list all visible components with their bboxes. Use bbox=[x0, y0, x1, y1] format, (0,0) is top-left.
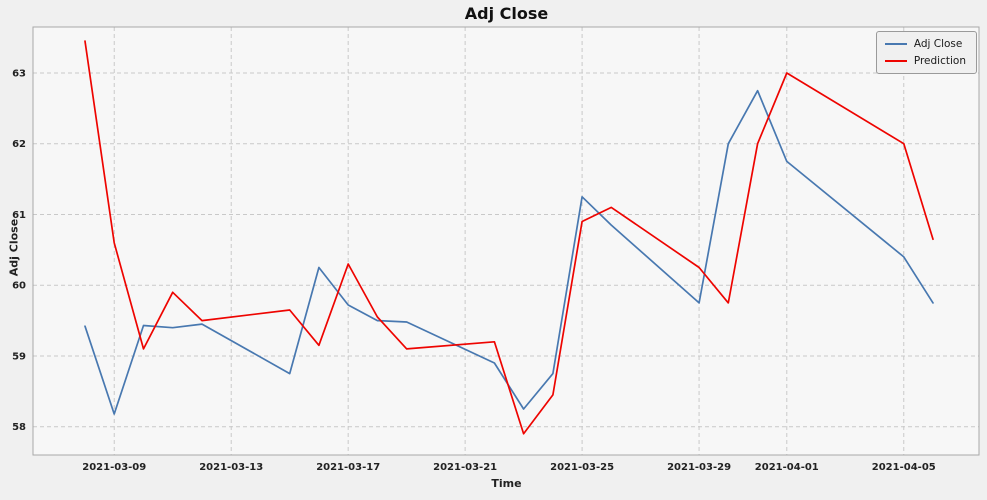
x-axis-label: Time bbox=[491, 477, 522, 490]
svg-text:63: 63 bbox=[12, 68, 26, 79]
legend: Adj Close Prediction bbox=[875, 31, 977, 74]
svg-text:2021-03-13: 2021-03-13 bbox=[199, 462, 263, 473]
svg-text:58: 58 bbox=[12, 422, 26, 433]
svg-text:2021-04-05: 2021-04-05 bbox=[872, 462, 936, 473]
svg-text:2021-03-29: 2021-03-29 bbox=[667, 462, 731, 473]
legend-label-adj-close: Adj Close bbox=[913, 38, 963, 50]
legend-item-adj-close: Adj Close bbox=[884, 38, 966, 50]
svg-text:61: 61 bbox=[12, 210, 26, 221]
legend-label-prediction: Prediction bbox=[913, 55, 966, 67]
svg-text:2021-03-21: 2021-03-21 bbox=[433, 462, 497, 473]
svg-text:2021-04-01: 2021-04-01 bbox=[755, 462, 819, 473]
svg-text:62: 62 bbox=[12, 139, 26, 150]
y-axis-label: Adj Close bbox=[7, 218, 21, 277]
adj-close-line-swatch bbox=[884, 43, 907, 45]
svg-text:2021-03-25: 2021-03-25 bbox=[550, 462, 614, 473]
svg-text:59: 59 bbox=[12, 351, 26, 362]
svg-text:60: 60 bbox=[12, 281, 26, 292]
svg-text:2021-03-17: 2021-03-17 bbox=[316, 462, 380, 473]
legend-item-prediction: Prediction bbox=[884, 55, 966, 67]
svg-text:2021-03-09: 2021-03-09 bbox=[82, 462, 146, 473]
chart-title: Adj Close bbox=[464, 4, 549, 23]
prediction-line-swatch bbox=[884, 60, 907, 62]
